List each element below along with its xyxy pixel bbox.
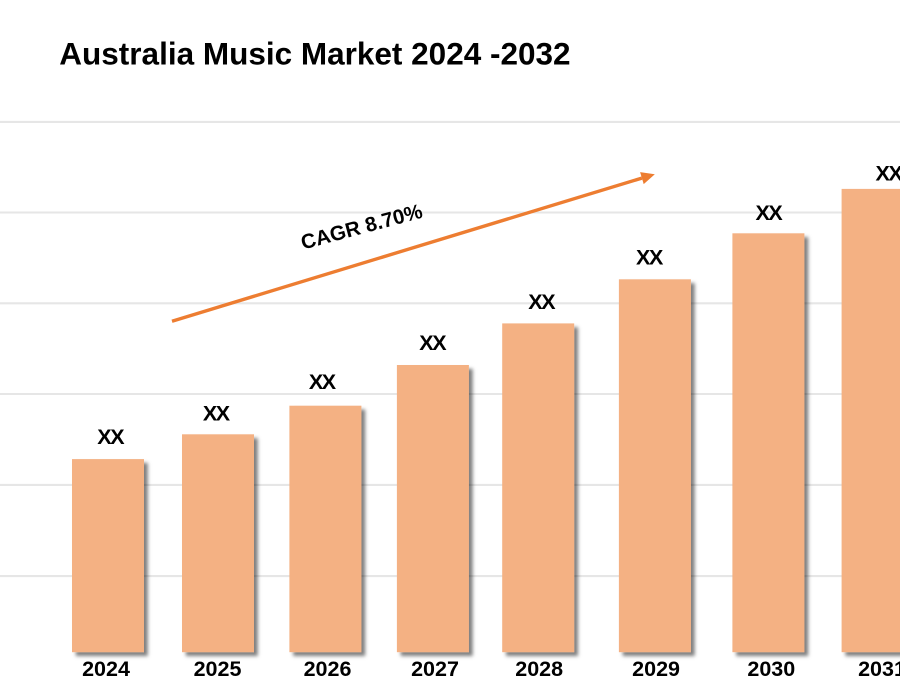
svg-text:2027: 2027 [411, 657, 459, 681]
svg-text:XX: XX [636, 245, 664, 269]
svg-text:XX: XX [97, 425, 125, 449]
svg-text:2024: 2024 [82, 657, 130, 681]
svg-text:2026: 2026 [304, 657, 352, 681]
svg-text:XX: XX [419, 331, 447, 355]
svg-text:XX: XX [528, 290, 556, 314]
svg-text:2029: 2029 [632, 657, 680, 681]
svg-text:XX: XX [876, 162, 900, 186]
svg-text:2028: 2028 [515, 657, 563, 681]
svg-text:XX: XX [755, 201, 783, 225]
svg-text:XX: XX [309, 370, 337, 394]
svg-text:Australia Music Market 2024 -2: Australia Music Market 2024 -2032 [59, 36, 570, 72]
svg-text:2031: 2031 [858, 657, 900, 681]
svg-text:XX: XX [203, 401, 231, 425]
svg-text:2025: 2025 [194, 657, 242, 681]
svg-text:2030: 2030 [747, 657, 795, 681]
